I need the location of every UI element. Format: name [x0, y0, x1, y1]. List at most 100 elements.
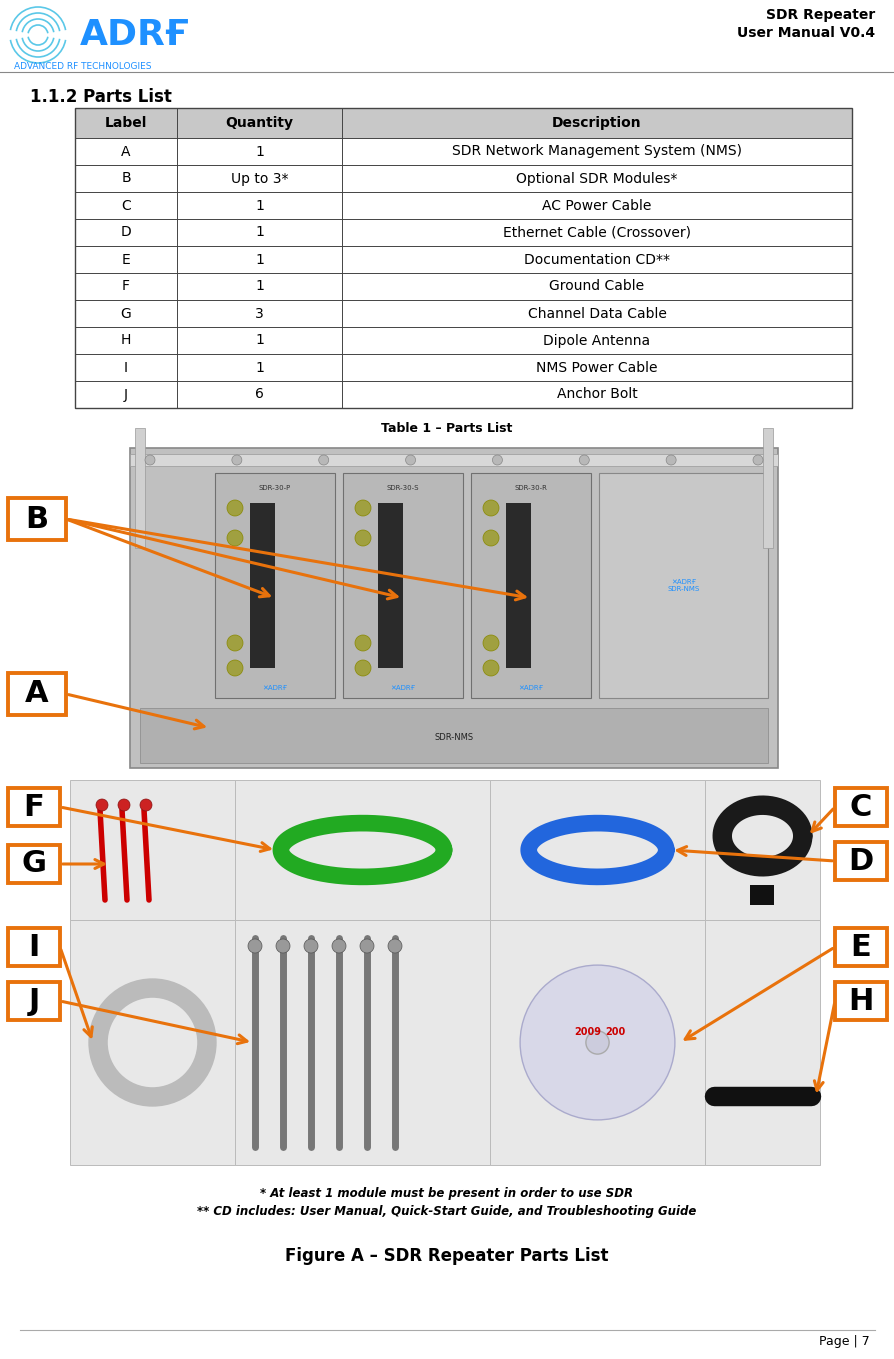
Circle shape: [227, 635, 243, 651]
Text: ✕ADRҒ: ✕ADRҒ: [518, 685, 543, 690]
Text: Ethernet Cable (Crossover): Ethernet Cable (Crossover): [502, 226, 690, 239]
Text: B: B: [121, 171, 131, 185]
Circle shape: [139, 799, 152, 811]
Bar: [75, 164, 851, 192]
Bar: [834, 983, 886, 1021]
Bar: [470, 473, 590, 699]
Text: F: F: [122, 280, 130, 294]
Bar: [505, 503, 530, 669]
Text: H: H: [121, 333, 131, 348]
Text: 1: 1: [255, 360, 264, 375]
Text: A: A: [121, 144, 131, 159]
Bar: [377, 503, 402, 669]
Text: * At least 1 module must be present in order to use SDR: * At least 1 module must be present in o…: [260, 1186, 633, 1200]
Text: Documentation CD**: Documentation CD**: [523, 253, 670, 266]
Bar: [75, 219, 851, 246]
Text: SDR Repeater: SDR Repeater: [765, 8, 874, 22]
Text: A: A: [25, 680, 49, 708]
Text: G: G: [121, 307, 131, 321]
Text: NMS Power Cable: NMS Power Cable: [536, 360, 657, 375]
Text: 1: 1: [255, 226, 264, 239]
Circle shape: [96, 799, 108, 811]
Circle shape: [359, 939, 374, 953]
Circle shape: [483, 500, 499, 516]
Text: 1: 1: [255, 333, 264, 348]
Text: 3: 3: [255, 307, 264, 321]
Text: 1.1.2 Parts List: 1.1.2 Parts List: [30, 88, 172, 106]
Circle shape: [519, 965, 674, 1120]
Text: AC Power Cable: AC Power Cable: [542, 198, 651, 212]
Text: E: E: [849, 932, 871, 962]
Text: I: I: [124, 360, 128, 375]
Circle shape: [275, 939, 290, 953]
Text: F: F: [23, 792, 45, 821]
Bar: [489, 920, 704, 1165]
Bar: [130, 448, 777, 768]
Text: B: B: [25, 504, 48, 534]
Bar: [70, 920, 235, 1165]
Text: SDR-30-P: SDR-30-P: [258, 485, 291, 491]
Text: D: D: [848, 847, 873, 875]
Text: E: E: [122, 253, 131, 266]
Bar: [70, 780, 235, 920]
Text: 1: 1: [255, 280, 264, 294]
Text: ADVANCED RF TECHNOLOGIES: ADVANCED RF TECHNOLOGIES: [14, 63, 151, 71]
Bar: [75, 353, 851, 381]
Text: 6: 6: [255, 387, 264, 401]
Bar: [75, 107, 851, 139]
Bar: [834, 843, 886, 881]
Text: Ground Cable: Ground Cable: [549, 280, 644, 294]
Bar: [489, 780, 704, 920]
Text: SDR-NMS: SDR-NMS: [434, 734, 473, 742]
Bar: [75, 381, 851, 408]
Text: Quantity: Quantity: [225, 116, 293, 130]
Bar: [135, 428, 145, 548]
Bar: [8, 673, 66, 715]
Circle shape: [355, 660, 371, 675]
Bar: [8, 788, 60, 826]
Bar: [139, 708, 767, 762]
Circle shape: [355, 635, 371, 651]
Text: Figure A – SDR Repeater Parts List: Figure A – SDR Repeater Parts List: [285, 1248, 608, 1265]
Bar: [834, 928, 886, 966]
Text: Dipole Antenna: Dipole Antenna: [543, 333, 650, 348]
Circle shape: [227, 530, 243, 546]
Bar: [763, 428, 772, 548]
Text: D: D: [121, 226, 131, 239]
Circle shape: [483, 660, 499, 675]
Circle shape: [304, 939, 317, 953]
Text: J: J: [29, 987, 39, 1015]
Bar: [8, 928, 60, 966]
Text: Table 1 – Parts List: Table 1 – Parts List: [381, 421, 512, 435]
Text: H: H: [848, 987, 873, 1015]
Text: ** CD includes: User Manual, Quick-Start Guide, and Troubleshooting Guide: ** CD includes: User Manual, Quick-Start…: [197, 1205, 696, 1218]
Bar: [834, 788, 886, 826]
Text: SDR-30-S: SDR-30-S: [386, 485, 418, 491]
Circle shape: [332, 939, 346, 953]
Circle shape: [752, 455, 763, 465]
Text: ✕ADRҒ: ✕ADRҒ: [262, 685, 287, 690]
Bar: [235, 780, 489, 920]
Bar: [75, 107, 851, 408]
Text: 200: 200: [604, 1027, 625, 1037]
Text: Anchor Bolt: Anchor Bolt: [556, 387, 637, 401]
Bar: [75, 273, 851, 300]
Bar: [249, 503, 274, 669]
Text: 1: 1: [255, 253, 264, 266]
Bar: [75, 139, 851, 164]
Text: ✕ADRҒ
SDR-NMS: ✕ADRҒ SDR-NMS: [667, 579, 699, 593]
Circle shape: [355, 500, 371, 516]
Text: Description: Description: [552, 116, 641, 130]
Circle shape: [227, 500, 243, 516]
Bar: [8, 845, 60, 883]
Circle shape: [318, 455, 328, 465]
Circle shape: [118, 799, 130, 811]
Text: Label: Label: [105, 116, 147, 130]
Text: SDR-30-R: SDR-30-R: [514, 485, 547, 491]
Bar: [75, 328, 851, 353]
Text: 1: 1: [255, 198, 264, 212]
Text: ADRҒ: ADRҒ: [80, 18, 190, 52]
Bar: [130, 454, 777, 466]
Bar: [704, 780, 819, 920]
Text: Up to 3*: Up to 3*: [231, 171, 288, 185]
